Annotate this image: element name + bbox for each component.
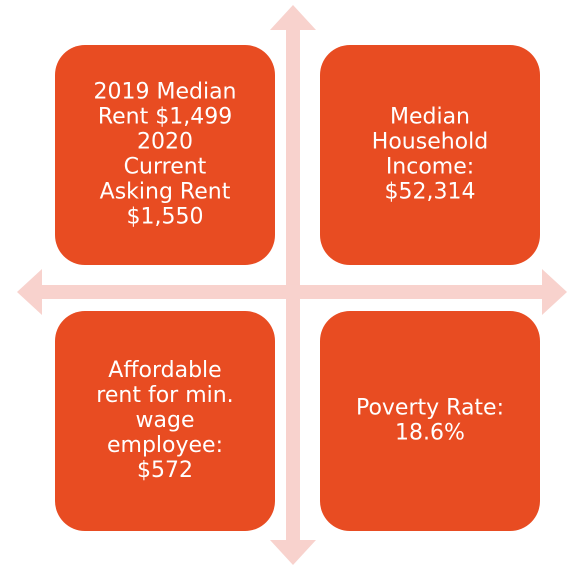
- box: [320, 45, 540, 265]
- arrow-head-left: [17, 269, 42, 315]
- box-text-line: employee:: [107, 433, 223, 458]
- box-text-line: wage: [136, 408, 195, 433]
- box-text-line: Rent $1,499: [98, 105, 232, 130]
- box-text-line: $1,550: [127, 205, 204, 230]
- box: [320, 311, 540, 531]
- box-text-line: rent for min.: [96, 383, 233, 408]
- cross-arrows: [17, 5, 567, 565]
- box: [55, 311, 275, 531]
- box-text-line: Income:: [386, 155, 474, 180]
- box-text-line: Affordable: [108, 358, 221, 383]
- horizontal-arrow-shaft: [40, 285, 544, 299]
- box-text-line: Median: [390, 105, 470, 130]
- box-text-line: Poverty Rate:: [356, 396, 504, 421]
- box-text-line: $52,314: [385, 180, 476, 205]
- arrow-head-up: [270, 5, 316, 30]
- box-text-line: $572: [137, 458, 193, 483]
- box: [55, 45, 275, 265]
- arrow-head-down: [270, 540, 316, 565]
- box-text-line: 2020: [137, 130, 193, 155]
- box-text-line: Current: [124, 155, 207, 180]
- box-text-line: 18.6%: [395, 421, 465, 446]
- box-text-line: Asking Rent: [100, 180, 231, 205]
- box-text-line: Household: [372, 130, 488, 155]
- box-text-line: 2019 Median: [94, 80, 237, 105]
- arrow-head-right: [542, 269, 567, 315]
